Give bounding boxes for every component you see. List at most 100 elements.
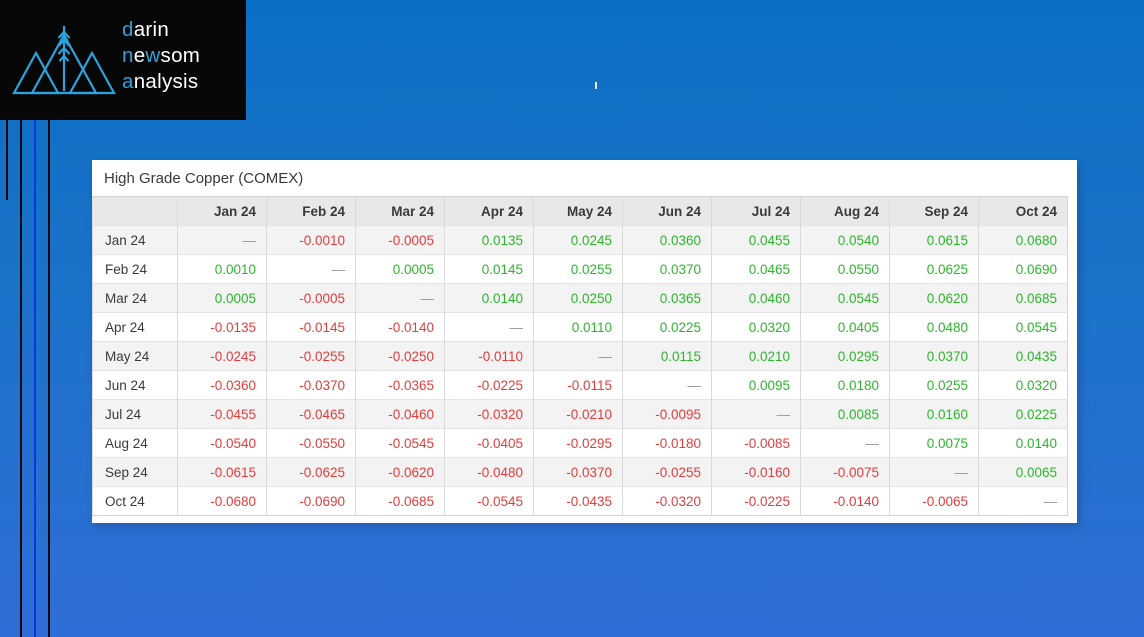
spread-value-cell: 0.0455 xyxy=(711,225,801,255)
table-title: High Grade Copper (COMEX) xyxy=(104,170,304,187)
spread-value-cell: -0.0620 xyxy=(355,457,445,487)
window-edge-line xyxy=(34,120,36,637)
spread-value-cell: -0.0180 xyxy=(622,428,712,458)
spread-value-cell: 0.0370 xyxy=(889,341,979,371)
spread-value-cell: 0.0685 xyxy=(978,283,1068,313)
spread-value-cell: -0.0255 xyxy=(622,457,712,487)
spread-value-cell: 0.0005 xyxy=(177,283,267,313)
spread-value-cell: — xyxy=(622,370,712,400)
spread-value-cell: -0.0160 xyxy=(711,457,801,487)
spread-value-cell: -0.0110 xyxy=(444,341,534,371)
spread-value-cell: -0.0245 xyxy=(177,341,267,371)
spread-value-cell: 0.0065 xyxy=(978,457,1068,487)
spread-value-cell: -0.0295 xyxy=(533,428,623,458)
spread-value-cell: -0.0615 xyxy=(177,457,267,487)
row-label: May 24 xyxy=(92,341,178,371)
spread-value-cell: -0.0460 xyxy=(355,399,445,429)
logo-text-line: darin xyxy=(122,18,170,41)
spread-value-cell: -0.0480 xyxy=(444,457,534,487)
spread-value-cell: -0.0250 xyxy=(355,341,445,371)
spread-value-cell: 0.0690 xyxy=(978,254,1068,284)
spread-value-cell: 0.0625 xyxy=(889,254,979,284)
spread-value-cell: -0.0685 xyxy=(355,486,445,516)
window-edge-line xyxy=(20,120,22,637)
spread-value-cell: -0.0545 xyxy=(444,486,534,516)
table-row: Jan 24— -0.0010 -0.0005 0.0135 0.0245 0.0360 0… xyxy=(92,225,1068,255)
spread-value-cell: 0.0465 xyxy=(711,254,801,284)
row-label: Feb 24 xyxy=(92,254,178,284)
spread-value-cell: -0.0540 xyxy=(177,428,267,458)
row-label: Jan 24 xyxy=(92,225,178,255)
spread-value-cell: 0.0320 xyxy=(978,370,1068,400)
spread-value-cell: 0.0160 xyxy=(889,399,979,429)
logo-text-line: newsom xyxy=(122,44,201,67)
table-row: Mar 24 0.0005 -0.0005—0.0140 0.0250 0.0365 0.… xyxy=(92,283,1068,313)
row-label: Jun 24 xyxy=(92,370,178,400)
spread-value-cell: 0.0255 xyxy=(533,254,623,284)
spread-value-cell: -0.0680 xyxy=(177,486,267,516)
spread-value-cell: — xyxy=(711,399,801,429)
spread-value-cell: -0.0455 xyxy=(177,399,267,429)
column-header: Jul 24 xyxy=(711,196,801,226)
spread-value-cell: -0.0320 xyxy=(622,486,712,516)
spread-value-cell: -0.0225 xyxy=(444,370,534,400)
spread-value-cell: 0.0405 xyxy=(800,312,890,342)
spread-value-cell: — xyxy=(800,428,890,458)
spread-value-cell: 0.0145 xyxy=(444,254,534,284)
spread-value-cell: 0.0460 xyxy=(711,283,801,313)
spread-value-cell: -0.0075 xyxy=(800,457,890,487)
spread-value-cell: 0.0435 xyxy=(978,341,1068,371)
spread-value-cell: — xyxy=(355,283,445,313)
dna-logo-box: darin newsom analysis xyxy=(0,0,246,120)
spread-value-cell: 0.0365 xyxy=(622,283,712,313)
spread-value-cell: -0.0065 xyxy=(889,486,979,516)
spread-value-cell: -0.0690 xyxy=(266,486,356,516)
spread-value-cell: -0.0145 xyxy=(266,312,356,342)
logo-text: darin newsom analysis xyxy=(122,17,200,95)
spread-value-cell: 0.0110 xyxy=(533,312,623,342)
spread-value-cell: -0.0085 xyxy=(711,428,801,458)
spread-value-cell: 0.0620 xyxy=(889,283,979,313)
spread-value-cell: 0.0135 xyxy=(444,225,534,255)
spread-value-cell: 0.0140 xyxy=(444,283,534,313)
spread-value-cell: -0.0210 xyxy=(533,399,623,429)
spread-value-cell: 0.0320 xyxy=(711,312,801,342)
column-header: Oct 24 xyxy=(978,196,1068,226)
spread-value-cell: — xyxy=(533,341,623,371)
window-edge-line xyxy=(48,120,50,637)
column-header: Apr 24 xyxy=(444,196,534,226)
spread-value-cell: -0.0365 xyxy=(355,370,445,400)
spread-value-cell: 0.0540 xyxy=(800,225,890,255)
row-label: Sep 24 xyxy=(92,457,178,487)
row-label: Oct 24 xyxy=(92,486,178,516)
spread-value-cell: 0.0615 xyxy=(889,225,979,255)
spread-value-cell: -0.0320 xyxy=(444,399,534,429)
spread-value-cell: 0.0480 xyxy=(889,312,979,342)
spread-value-cell: 0.0075 xyxy=(889,428,979,458)
spread-value-cell: 0.0370 xyxy=(622,254,712,284)
spread-value-cell: 0.0550 xyxy=(800,254,890,284)
header-row: Jan 24 Feb 24 Mar 24 Apr 24 May 24 Jun 24 Jul … xyxy=(92,196,1068,226)
spread-value-cell: -0.0435 xyxy=(533,486,623,516)
spread-value-cell: -0.0625 xyxy=(266,457,356,487)
column-header: Feb 24 xyxy=(266,196,356,226)
spread-value-cell: 0.0085 xyxy=(800,399,890,429)
spread-value-cell: -0.0370 xyxy=(266,370,356,400)
column-header: Jan 24 xyxy=(177,196,267,226)
row-label: Mar 24 xyxy=(92,283,178,313)
corner-cell xyxy=(92,196,178,226)
spread-value-cell: -0.0140 xyxy=(355,312,445,342)
table-row: Apr 24 -0.0135 -0.0145 -0.0140—0.0110 0.0225… xyxy=(92,312,1068,342)
spread-value-cell: -0.0135 xyxy=(177,312,267,342)
spread-value-cell: -0.0140 xyxy=(800,486,890,516)
spread-value-cell: 0.0295 xyxy=(800,341,890,371)
spread-matrix-panel: High Grade Copper (COMEX) Jan 24 Feb 24 Ma… xyxy=(92,160,1077,523)
spread-value-cell: -0.0005 xyxy=(266,283,356,313)
spread-value-cell: -0.0095 xyxy=(622,399,712,429)
spread-value-cell: -0.0255 xyxy=(266,341,356,371)
table-row: Oct 24 -0.0680 -0.0690 -0.0685 -0.0545 -0.043… xyxy=(92,486,1068,516)
spread-value-cell: 0.0545 xyxy=(978,312,1068,342)
mountains-wheat-logo-icon xyxy=(12,26,116,95)
spread-value-cell: -0.0550 xyxy=(266,428,356,458)
